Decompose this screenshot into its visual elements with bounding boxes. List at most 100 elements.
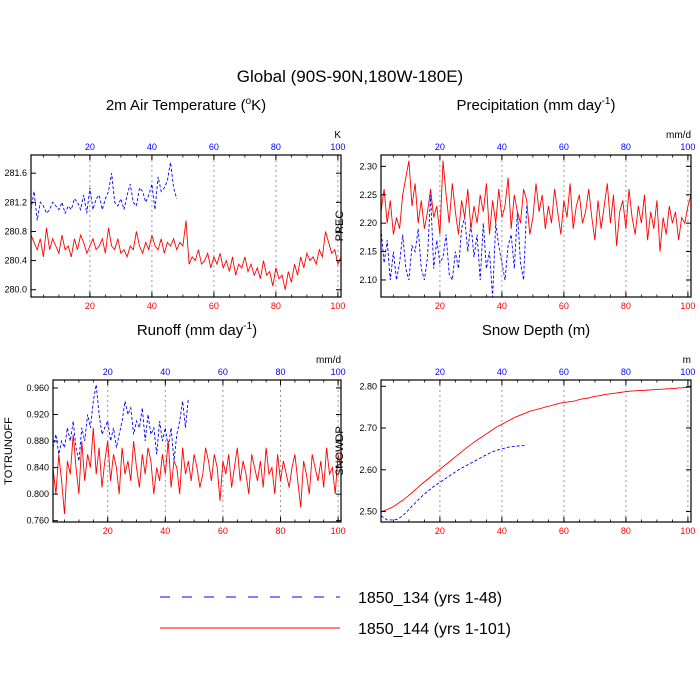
x-tick-label-top: 60 xyxy=(559,142,569,152)
panel-title-main: Runoff (mm day xyxy=(137,322,244,339)
x-tick-label-bottom: 100 xyxy=(680,301,695,311)
x-tick-label-bottom: 40 xyxy=(497,526,507,536)
x-tick-label-bottom: 80 xyxy=(276,526,286,536)
x-tick-label-bottom: 20 xyxy=(103,526,113,536)
panel-title: Snow Depth (m) xyxy=(482,322,590,339)
x-tick-label-bottom: 20 xyxy=(435,301,445,311)
y-tick-label: 0.960 xyxy=(26,383,49,393)
y-tick-label: 0.760 xyxy=(26,516,49,526)
x-tick-label-top: 40 xyxy=(147,142,157,152)
panel-title-main: Snow Depth (m) xyxy=(482,322,590,339)
y-tick-label: 0.880 xyxy=(26,436,49,446)
panel-title-suffix: ) xyxy=(610,97,615,114)
y-tick-label: 0.800 xyxy=(26,489,49,499)
x-tick-label-bottom: 80 xyxy=(621,526,631,536)
y-tick-label: 0.840 xyxy=(26,463,49,473)
x-tick-label-bottom: 40 xyxy=(160,526,170,536)
y-tick-label: 2.50 xyxy=(359,507,377,517)
x-tick-label-bottom: 20 xyxy=(435,526,445,536)
plot-frame xyxy=(30,154,342,298)
legend: 1850_134 (yrs 1-48) 1850_144 (yrs 1-101) xyxy=(160,590,511,638)
x-tick-label-top: 20 xyxy=(435,142,445,152)
y-tick-label: 2.70 xyxy=(359,423,377,433)
series-line-case2 xyxy=(381,386,691,513)
panel-2: Precipitation (mm day-1) 20 40 60 80 100 20 40 6… xyxy=(334,96,695,311)
units-label: mm/d xyxy=(316,355,341,366)
panel-title-main: 2m Air Temperature ( xyxy=(106,97,246,114)
x-tick-label-top: 100 xyxy=(330,142,345,152)
panel-title-suffix: K) xyxy=(251,97,266,114)
x-tick-label-bottom: 100 xyxy=(330,301,345,311)
x-tick-label-top: 80 xyxy=(271,142,281,152)
panel-1: 2m Air Temperature (oK) 20 40 60 80 100 20 40 60… xyxy=(4,96,345,311)
x-tick-label-top: 20 xyxy=(85,142,95,152)
series-line-case1 xyxy=(31,162,178,221)
x-tick-label-top: 20 xyxy=(103,367,113,377)
x-tick-label-bottom: 20 xyxy=(85,301,95,311)
y-tick-label: 0.920 xyxy=(26,410,49,420)
panel-title-suffix: ) xyxy=(252,322,257,339)
panel-title: Precipitation (mm day-1) xyxy=(457,96,616,114)
series-line-case1 xyxy=(53,384,189,462)
units-label: m xyxy=(683,355,691,366)
y-axis-label: SNOWDP xyxy=(334,426,346,476)
x-tick-label-top: 60 xyxy=(559,367,569,377)
x-tick-label-top: 100 xyxy=(331,367,346,377)
y-tick-label: 2.15 xyxy=(359,247,377,257)
y-tick-label: 2.30 xyxy=(359,161,377,171)
x-tick-label-bottom: 60 xyxy=(218,526,228,536)
y-axis-label: PREC xyxy=(334,211,346,242)
plot-frame xyxy=(380,154,692,298)
series-line-case1 xyxy=(381,444,527,521)
x-tick-label-bottom: 60 xyxy=(559,526,569,536)
y-tick-label: 2.20 xyxy=(359,218,377,228)
x-tick-label-top: 60 xyxy=(209,142,219,152)
plot-frame xyxy=(52,379,342,523)
panel-title-main: Precipitation (mm day xyxy=(457,97,603,114)
y-tick-label: 2.60 xyxy=(359,465,377,475)
y-tick-label: 2.10 xyxy=(359,275,377,285)
series-line-case2 xyxy=(53,427,341,515)
y-tick-label: 280.4 xyxy=(4,256,27,266)
x-tick-label-top: 100 xyxy=(680,367,695,377)
x-tick-label-top: 60 xyxy=(218,367,228,377)
x-tick-label-top: 80 xyxy=(621,367,631,377)
y-tick-label: 280.0 xyxy=(4,285,27,295)
x-tick-label-bottom: 80 xyxy=(271,301,281,311)
x-tick-label-bottom: 40 xyxy=(147,301,157,311)
x-tick-label-top: 40 xyxy=(497,142,507,152)
x-tick-label-bottom: 40 xyxy=(497,301,507,311)
panel-title-superscript: -1 xyxy=(243,321,252,332)
y-axis-label: TOTRUNOFF xyxy=(3,417,15,485)
legend-label: 1850_144 (yrs 1-101) xyxy=(358,621,511,638)
x-tick-label-bottom: 100 xyxy=(331,526,346,536)
units-label: K xyxy=(334,130,341,141)
x-tick-label-bottom: 60 xyxy=(559,301,569,311)
series-line-case2 xyxy=(31,220,341,290)
x-tick-label-top: 20 xyxy=(435,367,445,377)
series-line-case2 xyxy=(381,160,691,252)
x-tick-label-bottom: 100 xyxy=(680,526,695,536)
panel-title: 2m Air Temperature (oK) xyxy=(106,96,266,114)
y-tick-label: 280.8 xyxy=(4,226,27,236)
x-tick-label-bottom: 60 xyxy=(209,301,219,311)
panel-title-superscript: o xyxy=(246,96,252,107)
legend-label: 1850_134 (yrs 1-48) xyxy=(358,590,502,607)
x-tick-label-top: 100 xyxy=(680,142,695,152)
x-tick-label-top: 40 xyxy=(160,367,170,377)
panel-title: Runoff (mm day-1) xyxy=(137,321,257,339)
figure-title: Global (90S-90N,180W-180E) xyxy=(237,67,463,86)
y-tick-label: 281.6 xyxy=(4,168,27,178)
x-tick-label-bottom: 80 xyxy=(621,301,631,311)
panel-title-superscript: -1 xyxy=(602,96,611,107)
x-tick-label-top: 80 xyxy=(621,142,631,152)
y-tick-label: 281.2 xyxy=(4,197,27,207)
y-tick-label: 2.25 xyxy=(359,190,377,200)
units-label: mm/d xyxy=(666,130,691,141)
x-tick-label-top: 40 xyxy=(497,367,507,377)
y-tick-label: 2.80 xyxy=(359,381,377,391)
x-tick-label-top: 80 xyxy=(276,367,286,377)
